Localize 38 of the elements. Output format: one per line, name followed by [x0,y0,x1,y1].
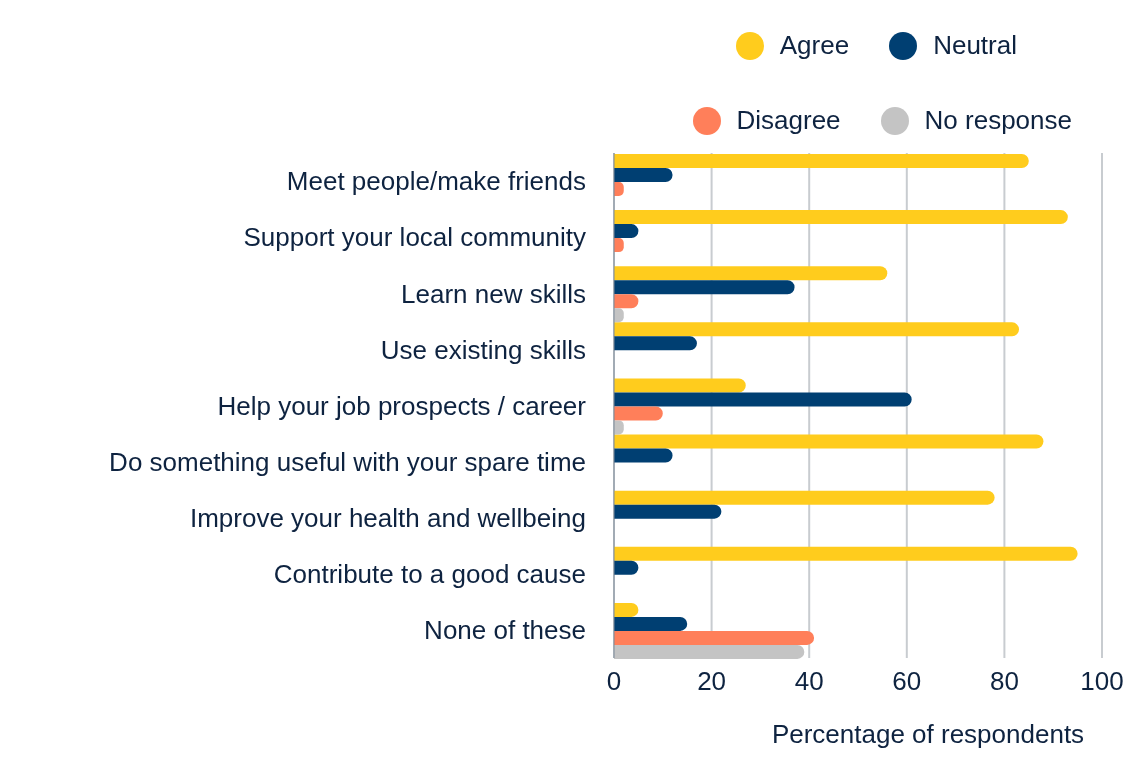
bar [614,280,795,295]
bar [614,434,1044,449]
x-tick-label: 100 [1080,666,1124,697]
y-tick-label: None of these [424,615,586,646]
legend-label: No response [924,105,1072,136]
y-tick-label: Use existing skills [380,334,586,365]
bar [614,336,697,351]
x-axis-title: Percentage of respondents [771,719,1085,749]
bar [614,504,722,519]
x-tick-label: 0 [606,666,622,697]
bar [614,406,663,421]
bar [614,644,805,659]
bar [614,378,746,393]
legend-label: Agree [779,30,850,61]
y-tick-label: Learn new skills [401,278,586,309]
bar [614,210,1068,225]
y-tick-label: Improve your health and wellbeing [189,502,586,533]
bar [614,630,815,645]
y-tick-label: Support your local community [243,222,586,253]
y-tick-label: Do something useful with your spare time [109,446,586,477]
legend-label: Disagree [736,105,841,136]
bar [614,322,1020,337]
bar [614,168,673,182]
x-tick-label: 20 [697,666,727,697]
x-tick-label: 60 [892,666,922,697]
bar [614,616,688,631]
y-tick-label: Meet people/make friends [286,166,586,197]
bar [614,546,1078,561]
y-tick-label: Help your job prospects / career [217,390,587,421]
bar [614,154,1029,168]
x-tick-label: 40 [794,666,824,697]
bar [614,266,888,281]
y-tick-label: Contribute to a good cause [273,559,586,590]
x-tick-label: 80 [989,666,1019,697]
bar [614,392,912,407]
bar [614,490,995,505]
legend-label: Neutral [933,30,1017,61]
bar [614,448,673,463]
